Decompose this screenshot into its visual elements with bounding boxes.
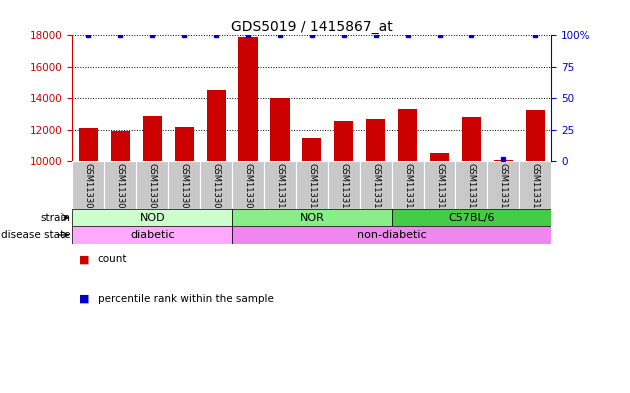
Bar [430, 153, 449, 318]
Bar [136, 161, 168, 209]
Bar [142, 116, 162, 318]
Bar [525, 110, 545, 318]
Bar [207, 90, 226, 318]
Bar [494, 160, 513, 318]
Bar [334, 121, 353, 318]
Text: GSM1133106: GSM1133106 [467, 163, 476, 219]
Bar [232, 209, 392, 226]
Text: GSM1133099: GSM1133099 [244, 163, 253, 219]
Bar [72, 226, 232, 244]
Text: GSM1133104: GSM1133104 [403, 163, 412, 219]
Bar [455, 161, 488, 209]
Text: GSM1133103: GSM1133103 [371, 163, 380, 219]
Text: count: count [98, 254, 127, 264]
Bar [175, 127, 194, 318]
Bar [392, 209, 551, 226]
Bar [79, 128, 98, 318]
Bar [360, 161, 392, 209]
Bar [423, 161, 455, 209]
Bar [398, 109, 417, 318]
Bar [72, 209, 232, 226]
Text: GSM1133098: GSM1133098 [212, 163, 220, 219]
Text: GSM1133097: GSM1133097 [180, 163, 188, 219]
Text: C57BL/6: C57BL/6 [448, 213, 495, 222]
Bar [238, 37, 258, 318]
Text: GSM1133096: GSM1133096 [148, 163, 157, 219]
Text: GSM1133100: GSM1133100 [275, 163, 284, 219]
Bar [302, 138, 321, 318]
Bar [519, 161, 551, 209]
Bar [232, 161, 264, 209]
Text: diabetic: diabetic [130, 230, 175, 240]
Text: ■: ■ [79, 254, 89, 264]
Bar [392, 161, 423, 209]
Bar [200, 161, 232, 209]
Text: non-diabetic: non-diabetic [357, 230, 427, 240]
Bar [232, 226, 551, 244]
Bar [488, 161, 519, 209]
Text: ■: ■ [79, 294, 89, 304]
Text: GSM1133107: GSM1133107 [499, 163, 508, 219]
Text: GSM1133101: GSM1133101 [307, 163, 316, 219]
Bar [366, 119, 386, 318]
Title: GDS5019 / 1415867_at: GDS5019 / 1415867_at [231, 20, 392, 34]
Text: GSM1133094: GSM1133094 [84, 163, 93, 219]
Text: NOR: NOR [299, 213, 324, 222]
Bar [462, 117, 481, 318]
Bar [72, 161, 105, 209]
Text: GSM1133095: GSM1133095 [116, 163, 125, 219]
Bar [111, 130, 130, 318]
Bar [168, 161, 200, 209]
Text: disease state: disease state [1, 230, 71, 240]
Text: NOD: NOD [139, 213, 165, 222]
Bar [105, 161, 136, 209]
Text: percentile rank within the sample: percentile rank within the sample [98, 294, 273, 304]
Text: GSM1133105: GSM1133105 [435, 163, 444, 219]
Text: GSM1133108: GSM1133108 [531, 163, 540, 219]
Text: GSM1133102: GSM1133102 [340, 163, 348, 219]
Bar [296, 161, 328, 209]
Bar [264, 161, 296, 209]
Text: strain: strain [40, 213, 71, 222]
Bar [328, 161, 360, 209]
Bar [270, 97, 290, 318]
